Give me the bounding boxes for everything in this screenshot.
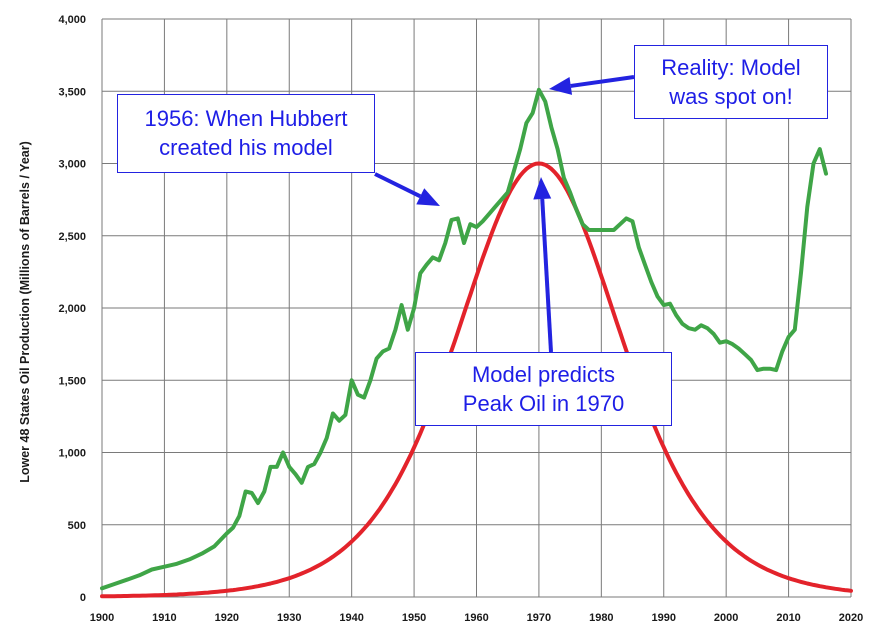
x-tick-label: 1930 xyxy=(277,612,301,624)
y-tick-label: 2,500 xyxy=(58,231,86,243)
y-tick-label: 1,000 xyxy=(58,448,86,460)
x-tick-label: 1900 xyxy=(90,612,114,624)
y-tick-label: 0 xyxy=(80,592,86,604)
x-tick-label: 1910 xyxy=(152,612,176,624)
x-tick-label: 1950 xyxy=(402,612,426,624)
series-line-actual xyxy=(100,87,828,591)
series-group xyxy=(100,87,853,599)
x-tick-label: 1960 xyxy=(464,612,488,624)
y-tick-label: 3,500 xyxy=(58,86,86,98)
x-tick-label: 1970 xyxy=(527,612,551,624)
annotation-arrows xyxy=(374,75,635,353)
x-tick-label: 1940 xyxy=(339,612,363,624)
y-tick-label: 500 xyxy=(68,520,86,532)
annotation-reality: Reality: Model was spot on! xyxy=(634,45,828,119)
series-line-model xyxy=(100,161,853,599)
annotation-predicts: Model predicts Peak Oil in 1970 xyxy=(415,352,672,426)
x-tick-label: 2020 xyxy=(839,612,863,624)
x-axis-ticks: 1900 1910 1920 1930 1940 1950 1960 1970 1980 1990… xyxy=(90,612,863,624)
x-tick-label: 1990 xyxy=(652,612,676,624)
annotation-hubbert-1956: 1956: When Hubbert created his model xyxy=(117,94,375,173)
x-tick-label: 2010 xyxy=(776,612,800,624)
x-tick-label: 1920 xyxy=(215,612,239,624)
x-tick-label: 2000 xyxy=(714,612,738,624)
y-tick-label: 2,000 xyxy=(58,303,86,315)
y-tick-label: 3,000 xyxy=(58,159,86,171)
arrow-hubbert-1956 xyxy=(374,172,440,206)
y-axis-label: Lower 48 States Oil Production (Millions… xyxy=(18,141,32,483)
arrow-reality xyxy=(549,75,635,95)
y-tick-label: 1,500 xyxy=(58,375,86,387)
arrow-predicts xyxy=(533,177,553,353)
y-axis-ticks: 0 500 1,000 1,500 2,000 2,500 3,000 3,500 4,000 xyxy=(58,14,86,604)
y-tick-label: 4,000 xyxy=(58,14,86,26)
x-tick-label: 1980 xyxy=(589,612,613,624)
